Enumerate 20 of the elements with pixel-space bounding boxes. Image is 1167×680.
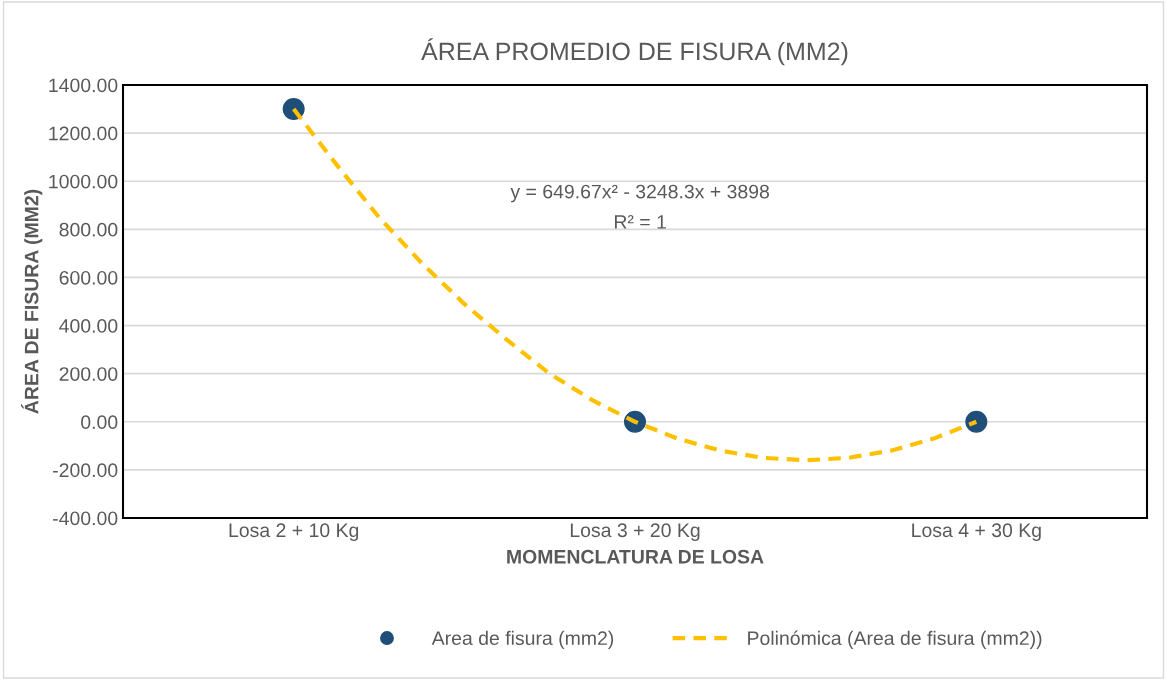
legend-label: Area de fisura (mm2) xyxy=(431,630,614,649)
chart-title: ÁREA PROMEDIO DE FISURA (MM2) xyxy=(421,38,848,66)
y-tick-label: 600.00 xyxy=(59,270,118,285)
y-axis-title: ÁREA DE FISURA (MM2) xyxy=(21,189,43,414)
x-axis-title: MOMENCLATURA DE LOSA xyxy=(507,549,764,564)
y-tick-label: 1000.00 xyxy=(49,174,118,189)
legend-label: Polinómica (Area de fisura (mm2)) xyxy=(748,630,1042,649)
y-tick-label: 800.00 xyxy=(59,222,118,237)
x-tick-label: Losa 2 + 10 Kg xyxy=(229,523,359,541)
x-tick-label: Losa 3 + 20 Kg xyxy=(570,523,700,541)
x-tick-label: Losa 4 + 30 Kg xyxy=(912,523,1041,541)
y-tick-label: -200.00 xyxy=(53,463,118,478)
y-tick-label: 400.00 xyxy=(59,319,118,333)
annotation: R² = 1 xyxy=(614,215,666,229)
y-tick-label: 0.00 xyxy=(81,415,118,430)
annotation: y = 649.67x² - 3248.3x + 3898 xyxy=(510,184,769,203)
y-tick-label: 1400.00 xyxy=(49,78,118,93)
y-tick-label: -400.00 xyxy=(53,511,118,526)
y-tick-label: 200.00 xyxy=(59,367,118,381)
y-tick-label: 1200.00 xyxy=(49,126,118,141)
